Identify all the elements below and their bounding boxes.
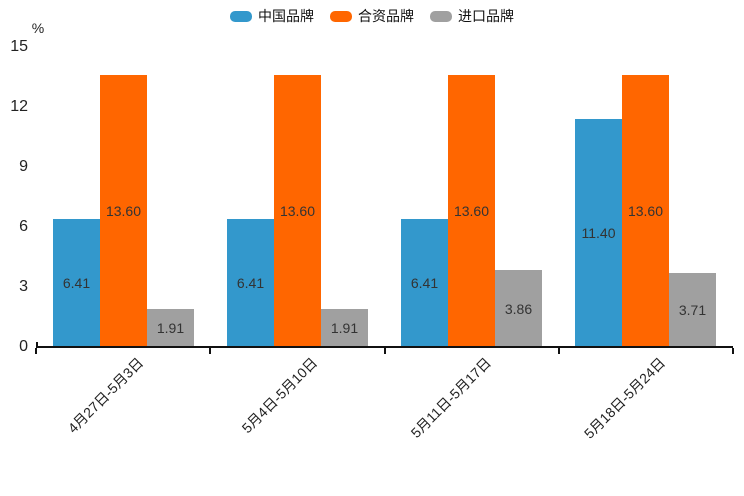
bar-value-label: 3.71 <box>678 302 707 318</box>
x-axis-label: 5月11日-5月17日 <box>407 354 495 441</box>
bar-series-0-category-3: 11.40 <box>575 119 622 347</box>
bar-value-label: 6.41 <box>236 275 265 291</box>
bar-value-label: 11.40 <box>581 225 616 241</box>
legend-item-series-1[interactable]: 合资品牌 <box>330 8 414 24</box>
x-axis-tick <box>35 348 37 354</box>
x-axis-label: 5月18日-5月24日 <box>581 354 669 442</box>
x-axis-tick <box>732 348 734 354</box>
bar-series-2-category-3: 3.71 <box>669 273 716 347</box>
x-axis-label: 5月4日-5月10日 <box>238 354 321 437</box>
legend-item-label: 中国品牌 <box>258 8 314 24</box>
legend-item-label: 进口品牌 <box>458 8 514 24</box>
bar-series-0-category-2: 6.41 <box>401 219 448 347</box>
legend-item-label: 合资品牌 <box>358 8 414 24</box>
y-axis-unit-label: % <box>31 20 45 36</box>
y-axis-tick-label: 6 <box>19 218 28 235</box>
y-axis-tick-label: 12 <box>10 98 28 115</box>
bar-series-0-category-1: 6.41 <box>227 219 274 347</box>
y-axis-tick-label: 15 <box>10 38 28 55</box>
bar-series-2-category-0: 1.91 <box>147 309 194 347</box>
bar-value-label: 13.60 <box>105 203 142 219</box>
chart-legend: 中国品牌 合资品牌 进口品牌 <box>0 8 744 24</box>
x-axis-tick <box>209 348 211 354</box>
bar-value-label: 1.91 <box>330 320 359 336</box>
axis-origin-tick <box>36 342 38 346</box>
bar-series-1-category-1: 13.60 <box>274 75 321 347</box>
legend-item-series-2[interactable]: 进口品牌 <box>430 8 514 24</box>
bar-series-1-category-0: 13.60 <box>100 75 147 347</box>
bar-value-label: 3.86 <box>504 300 533 317</box>
y-axis-tick-label: 3 <box>19 278 28 295</box>
bar-value-label: 13.60 <box>627 203 664 219</box>
bar-value-label: 6.41 <box>62 275 91 291</box>
bar-series-1-category-3: 13.60 <box>622 75 669 347</box>
bar-value-label: 1.91 <box>156 320 185 336</box>
bar-value-label: 13.60 <box>279 203 316 219</box>
bar-value-label: 6.41 <box>410 275 439 291</box>
y-axis-tick-label: 0 <box>19 338 28 355</box>
x-axis-label: 4月27日-5月3日 <box>64 354 146 437</box>
y-axis-tick-label: 9 <box>19 158 28 175</box>
bar-series-2-category-2: 3.86 <box>495 270 542 347</box>
legend-color-swatch <box>330 10 352 22</box>
bar-series-2-category-1: 1.91 <box>321 309 368 347</box>
legend-color-swatch <box>430 10 452 22</box>
legend-color-swatch <box>230 10 252 22</box>
bar-value-label: 13.60 <box>453 203 490 219</box>
x-axis-line <box>36 346 733 348</box>
x-axis-tick <box>558 348 560 354</box>
x-axis-tick <box>384 348 386 354</box>
legend-item-series-0[interactable]: 中国品牌 <box>230 8 314 24</box>
bar-series-0-category-0: 6.41 <box>53 219 100 347</box>
bar-series-1-category-2: 13.60 <box>448 75 495 347</box>
